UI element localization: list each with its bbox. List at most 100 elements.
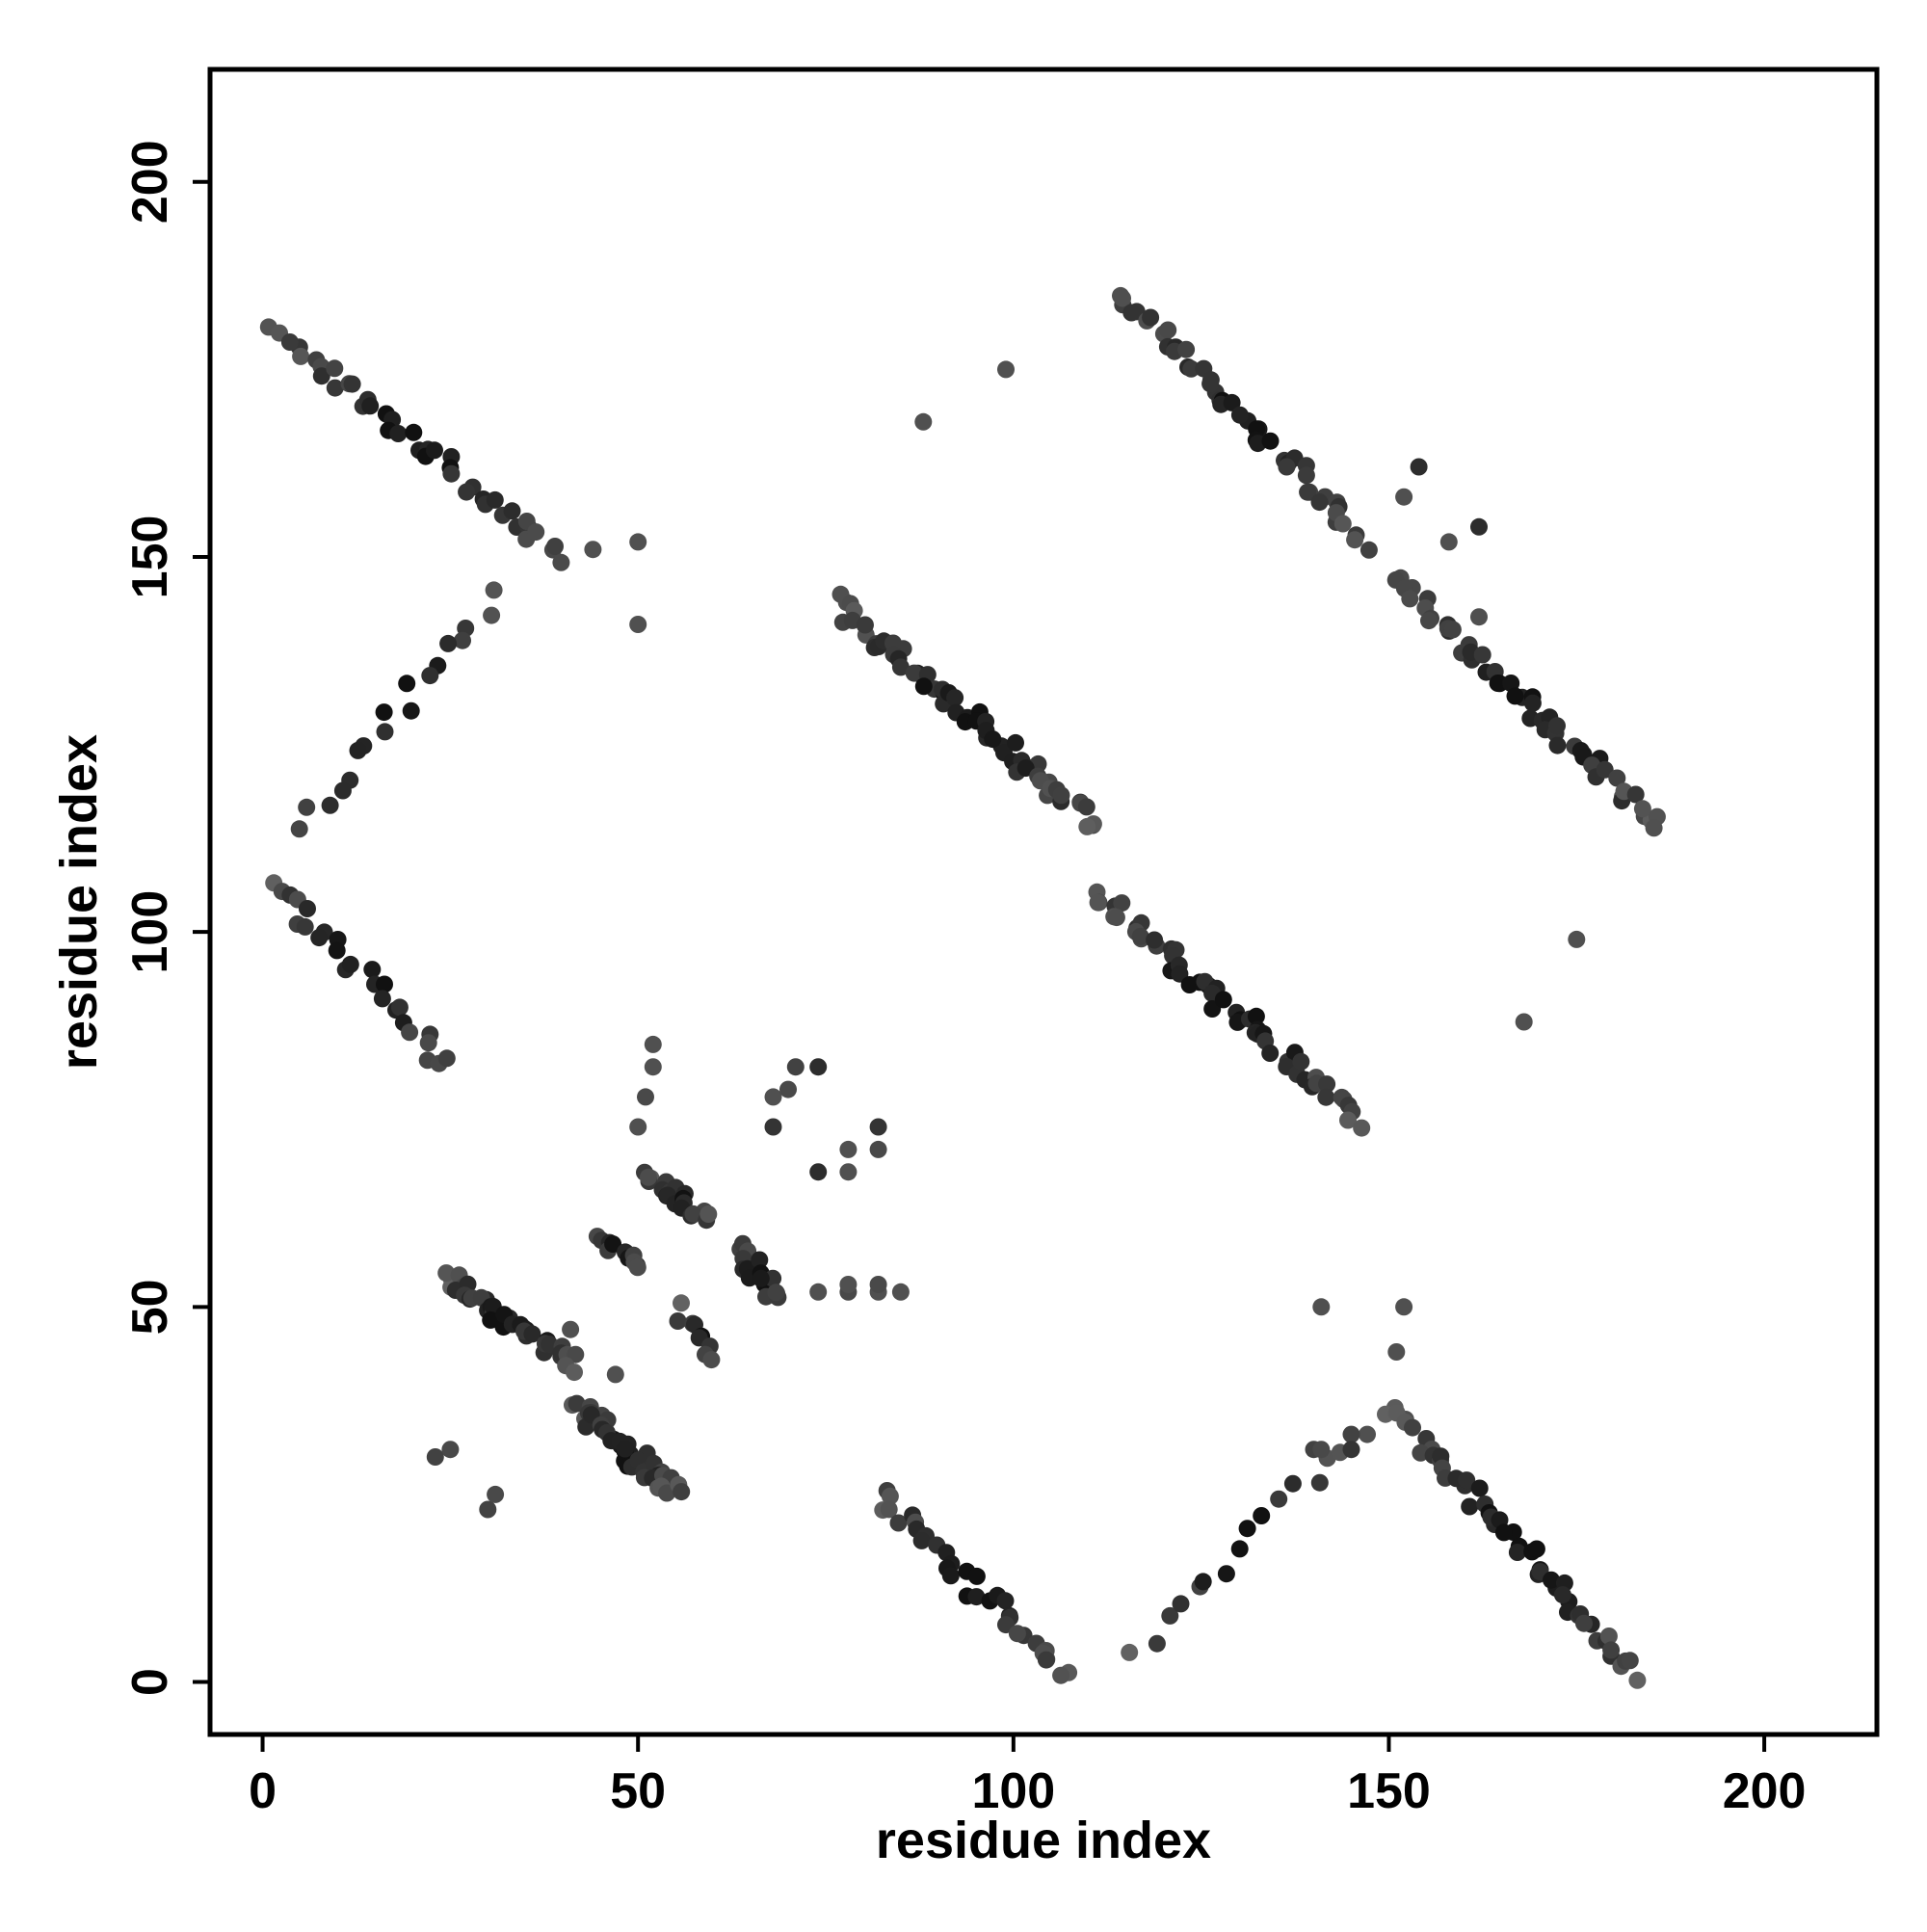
data-point (361, 397, 380, 415)
data-point (349, 741, 367, 759)
data-point (673, 1483, 691, 1501)
data-point (809, 1058, 828, 1076)
data-point (673, 1294, 690, 1312)
data-point (584, 541, 602, 559)
data-point (483, 606, 501, 624)
data-point (629, 616, 647, 633)
data-point (401, 1023, 419, 1042)
y-tick-label: 100 (122, 890, 178, 974)
data-point (891, 658, 910, 676)
data-point (1387, 1343, 1406, 1361)
data-point (1310, 1473, 1329, 1492)
data-point (1217, 1565, 1235, 1583)
data-point (1310, 493, 1329, 512)
data-point (373, 990, 391, 1008)
data-point (764, 1088, 782, 1106)
data-point (1359, 541, 1378, 559)
data-point (1494, 1523, 1513, 1542)
data-point (1602, 1641, 1621, 1659)
x-tick-label: 200 (1723, 1763, 1807, 1819)
data-point (1342, 1425, 1360, 1443)
x-axis: 0 50 100 150 200 (249, 1734, 1806, 1819)
y-axis: 0 50 100 150 200 (122, 140, 210, 1696)
y-tick-label: 0 (122, 1668, 178, 1696)
data-point (1052, 1666, 1070, 1684)
data-point (1548, 736, 1567, 754)
data-point (280, 333, 299, 351)
data-point (1353, 1119, 1371, 1137)
data-point (1508, 1544, 1526, 1561)
data-point (967, 1567, 986, 1585)
data-point (363, 961, 382, 979)
data-point (912, 1531, 931, 1549)
data-point (1318, 1075, 1336, 1094)
x-tick-label: 50 (610, 1763, 666, 1819)
data-point (1177, 340, 1196, 358)
data-point (1253, 1507, 1271, 1524)
data-point (1489, 675, 1507, 692)
data-point (437, 1049, 456, 1068)
data-point (1182, 359, 1201, 378)
data-point (566, 1363, 583, 1382)
data-point (1238, 1520, 1256, 1538)
x-tick-label: 150 (1347, 1763, 1431, 1819)
data-point (1312, 1298, 1331, 1316)
data-point (562, 1320, 580, 1338)
data-point (637, 1088, 654, 1106)
data-point (1089, 893, 1107, 912)
data-point (889, 1514, 908, 1532)
data-point (1180, 976, 1199, 993)
data-point (1172, 1595, 1190, 1613)
data-point (606, 1365, 624, 1384)
data-point (1297, 466, 1315, 485)
data-point (751, 1251, 769, 1269)
data-point (299, 900, 316, 917)
data-point (1339, 1111, 1357, 1129)
data-point (1317, 1088, 1335, 1106)
data-point (341, 955, 359, 973)
data-point (1553, 1586, 1571, 1604)
data-point (767, 1284, 785, 1302)
data-point (1626, 785, 1645, 804)
data-point (523, 1325, 541, 1343)
data-point (290, 820, 308, 838)
data-point (375, 703, 393, 722)
data-point (1146, 931, 1164, 949)
data-point (809, 1163, 828, 1181)
data-point (914, 412, 933, 431)
data-point (644, 1035, 662, 1053)
y-tick-label: 200 (122, 140, 178, 224)
data-point (786, 1058, 805, 1076)
data-point (426, 441, 443, 460)
data-point (1548, 717, 1566, 735)
data-point (1342, 1441, 1360, 1459)
data-point (880, 1500, 898, 1519)
data-point (321, 796, 339, 814)
data-point (527, 523, 545, 542)
data-point (310, 929, 329, 947)
data-point (1443, 621, 1462, 639)
data-point (487, 1485, 505, 1503)
x-tick-label: 0 (249, 1763, 277, 1819)
data-point (1201, 375, 1220, 393)
data-point (684, 1204, 702, 1223)
x-axis-label: residue index (876, 1812, 1211, 1869)
data-point (503, 502, 521, 520)
data-point (997, 360, 1015, 379)
data-point (419, 1034, 437, 1052)
data-point (292, 347, 310, 365)
data-point (454, 631, 471, 649)
data-point (1122, 304, 1141, 322)
data-point (1359, 1425, 1376, 1443)
data-point (296, 917, 314, 936)
data-point (639, 1168, 657, 1186)
data-point (343, 375, 361, 393)
data-point (439, 634, 458, 652)
data-point (328, 941, 346, 960)
data-point (1404, 1418, 1421, 1437)
data-point (1148, 1634, 1166, 1653)
y-axis-label: residue index (50, 734, 108, 1070)
data-point (298, 798, 316, 816)
data-point (1527, 1540, 1545, 1558)
